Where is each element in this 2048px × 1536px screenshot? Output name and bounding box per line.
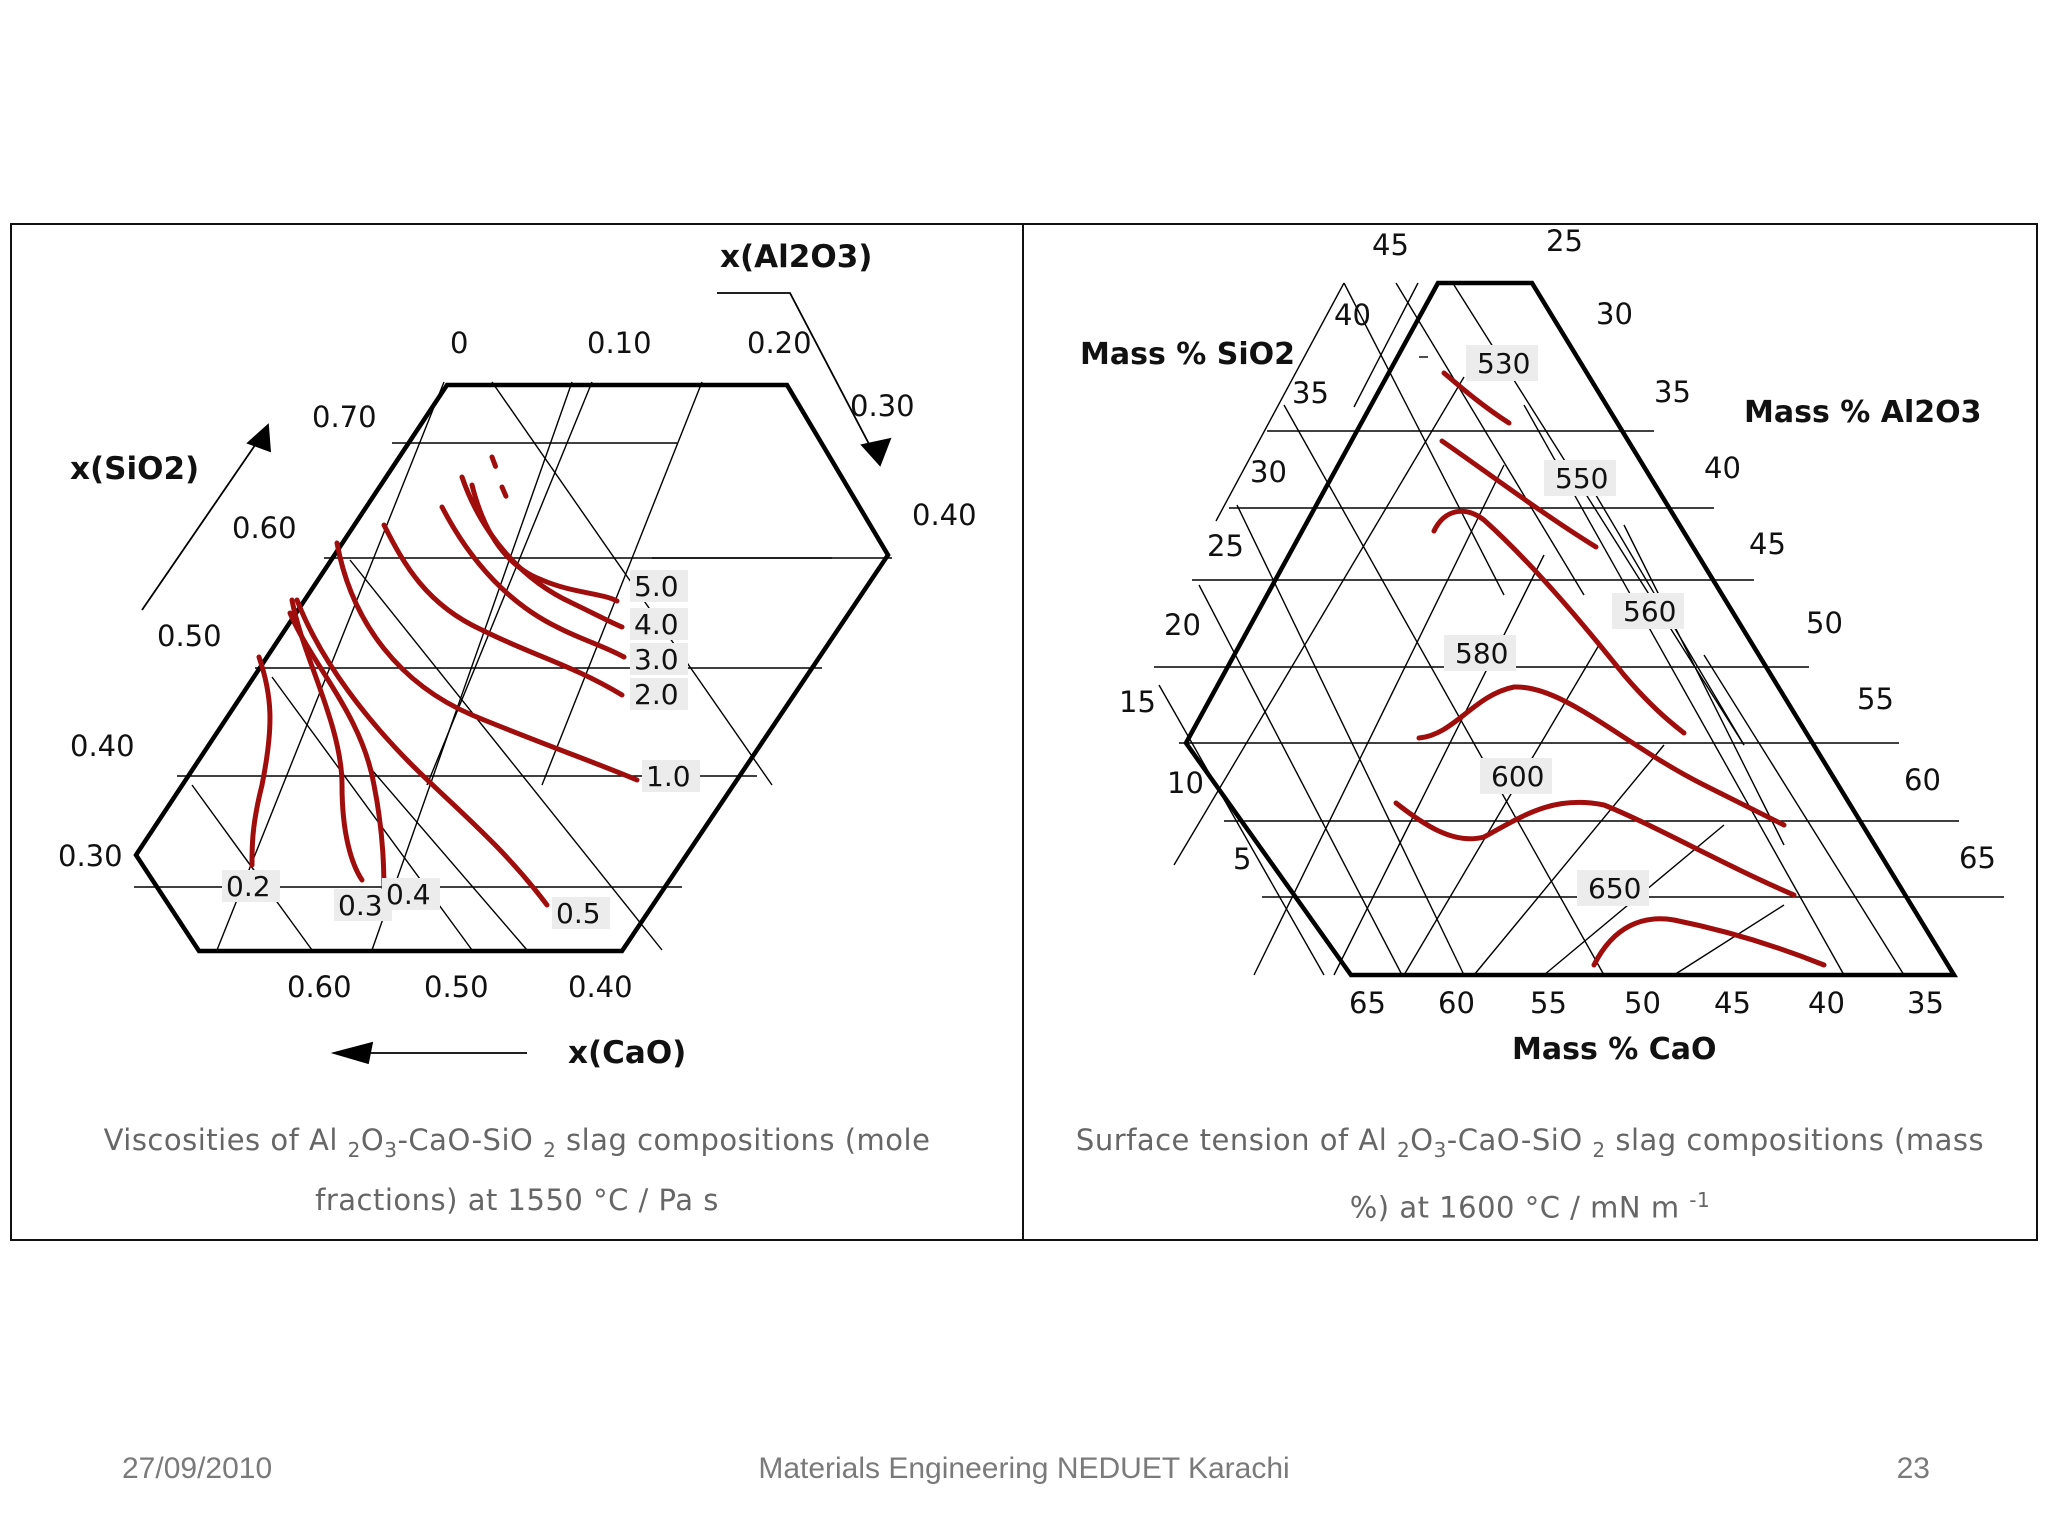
contour-530 [1441, 370, 1512, 426]
contour-0-3 [289, 597, 365, 883]
cao-tick: 40 [1808, 986, 1845, 1020]
footer-title: Materials Engineering NEDUET Karachi [758, 1452, 1290, 1485]
footer-date: 27/09/2010 [122, 1452, 273, 1485]
al2o3-axis-title: x(Al2O3) [720, 239, 872, 275]
contour-label: 0.2 [226, 870, 271, 903]
surface-tension-axis-titles: Mass % SiO2 Mass % Al2O3 Mass % CaO [1080, 337, 1982, 1067]
surface-tension-panel: 530 550 560 580 600 650 45 40 35 30 25 2… [1022, 223, 2038, 1241]
surface-tension-contour-labels: 530 550 560 580 600 650 [1444, 345, 1684, 906]
al2o3-tick: 0.10 [587, 326, 652, 360]
al2o3-arrowhead [860, 437, 892, 467]
contour-4-0 [459, 474, 625, 630]
contour-600 [1393, 799, 1797, 898]
contour-label: 3.0 [634, 643, 679, 676]
al2o3-arrow-line [717, 292, 881, 466]
al2o3-tick: 0 [450, 326, 468, 360]
sio2-tick: 5 [1233, 842, 1251, 876]
cao-tick: 45 [1714, 986, 1751, 1020]
surface-tension-outline [1183, 280, 1959, 978]
al2o3-tick: 35 [1654, 375, 1691, 409]
contour-650 [1591, 916, 1827, 968]
cao-tick: 55 [1530, 986, 1567, 1020]
contour-label: 530 [1477, 347, 1530, 380]
sio2-tick: 10 [1167, 766, 1204, 800]
sio2-tick: 0.50 [157, 619, 222, 653]
sio2-tick: 15 [1119, 685, 1156, 719]
contour-5-0-dashed [489, 454, 511, 504]
contour-label: 0.3 [338, 889, 383, 922]
sio2-axis-title: x(SiO2) [70, 451, 199, 487]
cao-axis-title: x(CaO) [568, 1035, 686, 1071]
sio2-tick: 35 [1292, 376, 1329, 410]
sio2-tick: 0.30 [58, 839, 123, 873]
sio2-axis-title: Mass % SiO2 [1080, 337, 1295, 372]
contour-1-0 [334, 540, 640, 783]
sio2-tick: 40 [1334, 298, 1371, 332]
contour-560 [1431, 509, 1687, 736]
contour-label: 0.5 [556, 897, 601, 930]
cao-tick: 60 [1438, 986, 1475, 1020]
page-number: 23 [1896, 1452, 1930, 1485]
sio2-arrow-line [141, 434, 263, 611]
sio2-arrowhead [246, 423, 272, 453]
surface-tension-contours [1393, 370, 1827, 968]
contour-label: 0.4 [386, 878, 431, 911]
al2o3-tick: 0.40 [912, 498, 977, 532]
surface-tension-tick-labels: 45 40 35 30 25 20 15 10 5 25 30 35 40 45… [1119, 225, 1996, 1020]
contour-0-2 [249, 654, 273, 868]
cao-tick: 50 [1624, 986, 1661, 1020]
contour-2-0 [381, 522, 625, 698]
cao-arrowhead [330, 1041, 374, 1065]
sio2-tick: 25 [1207, 529, 1244, 563]
sio2-tick: 20 [1164, 608, 1201, 642]
viscosity-panel: 5.0 4.0 3.0 2.0 1.0 0.5 0.2 0.3 0.4 0 0.… [10, 223, 1024, 1241]
sio2-tick: 45 [1372, 228, 1409, 262]
contour-label: 1.0 [646, 760, 691, 793]
viscosity-contour-labels: 5.0 4.0 3.0 2.0 1.0 0.5 0.2 0.3 0.4 [222, 570, 700, 930]
contour-label: 5.0 [634, 570, 679, 603]
cao-tick: 0.60 [287, 970, 352, 1004]
sio2-tick: 0.70 [312, 400, 377, 434]
contour-label: 550 [1555, 462, 1608, 495]
surface-tension-diagram: 530 550 560 580 600 650 45 40 35 30 25 2… [1080, 225, 2004, 1067]
al2o3-tick: 40 [1704, 451, 1741, 485]
al2o3-tick: 30 [1596, 297, 1633, 331]
al2o3-tick: 50 [1806, 606, 1843, 640]
cao-tick: 0.50 [424, 970, 489, 1004]
contour-label: 2.0 [634, 678, 679, 711]
viscosity-axis-titles: x(Al2O3) x(SiO2) x(CaO) [70, 239, 872, 1071]
al2o3-tick: 45 [1749, 527, 1786, 561]
sio2-tick: 30 [1250, 455, 1287, 489]
viscosity-caption: Viscosities of Al 2O3-CaO-SiO 2 slag com… [103, 1123, 931, 1217]
contour-label: 560 [1623, 595, 1676, 628]
surface-tension-caption: Surface tension of Al 2O3-CaO-SiO 2 slag… [1075, 1123, 1985, 1225]
cao-tick: 65 [1349, 986, 1386, 1020]
viscosity-outline [133, 382, 891, 954]
cao-tick: 0.40 [568, 970, 633, 1004]
viscosity-tick-labels: 0 0.10 0.20 0.30 0.40 0.70 0.60 0.50 0.4… [58, 326, 977, 1004]
contour-580 [1416, 684, 1787, 828]
contour-3-0 [439, 504, 627, 660]
al2o3-tick: 60 [1904, 763, 1941, 797]
al2o3-tick: 25 [1546, 225, 1583, 258]
sio2-tick: 0.40 [70, 729, 135, 763]
contour-label: 650 [1588, 872, 1641, 905]
contour-0-4 [287, 610, 387, 898]
viscosity-contours [249, 454, 640, 908]
contour-label: 580 [1455, 637, 1508, 670]
sio2-tick: 0.60 [232, 511, 297, 545]
viscosity-diagram: 5.0 4.0 3.0 2.0 1.0 0.5 0.2 0.3 0.4 0 0.… [58, 239, 977, 1071]
contour-0-5 [294, 597, 550, 908]
contour-550 [1439, 438, 1599, 550]
al2o3-axis-title: Mass % Al2O3 [1744, 395, 1982, 430]
cao-tick: 35 [1907, 986, 1944, 1020]
contour-label: 600 [1491, 760, 1544, 793]
al2o3-tick: 55 [1857, 682, 1894, 716]
al2o3-tick: 0.20 [747, 326, 812, 360]
cao-axis-title: Mass % CaO [1512, 1032, 1717, 1067]
al2o3-tick: 0.30 [850, 389, 915, 423]
contour-label: 4.0 [634, 608, 679, 641]
al2o3-tick: 65 [1959, 841, 1996, 875]
